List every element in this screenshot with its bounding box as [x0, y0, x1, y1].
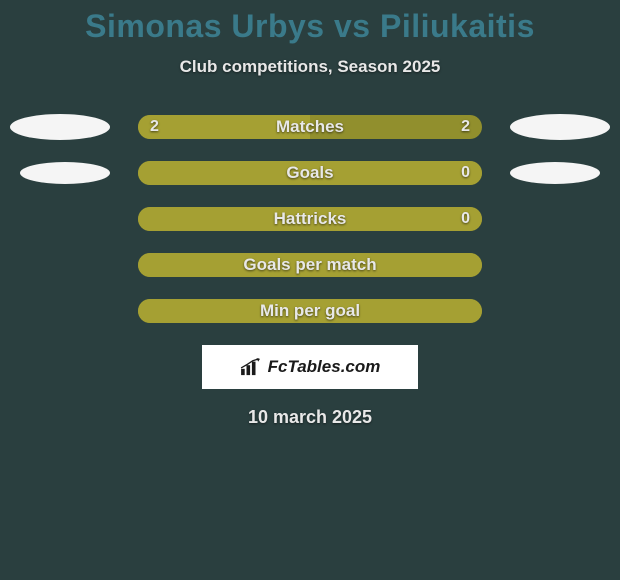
stat-value-right: 0 — [461, 210, 470, 228]
subtitle: Club competitions, Season 2025 — [0, 57, 620, 77]
player-avatar-right — [510, 114, 610, 140]
logo-box: FcTables.com — [202, 345, 418, 389]
player-avatar-right — [510, 162, 600, 184]
stat-value-left: 2 — [150, 118, 159, 136]
stat-value-right: 2 — [461, 118, 470, 136]
logo-text: FcTables.com — [268, 357, 381, 377]
stat-bar: Min per goal — [138, 299, 482, 323]
stat-bar: Goals 0 — [138, 161, 482, 185]
stat-label: Goals per match — [243, 255, 376, 275]
comparison-infographic: Simonas Urbys vs Piliukaitis Club compet… — [0, 0, 620, 428]
bar-chart-icon — [240, 358, 262, 376]
stat-row: 2 Matches 2 — [0, 115, 620, 139]
stat-bar: Hattricks 0 — [138, 207, 482, 231]
stat-label: Min per goal — [260, 301, 360, 321]
stat-value-right: 0 — [461, 164, 470, 182]
stat-bar: 2 Matches 2 — [138, 115, 482, 139]
date-label: 10 march 2025 — [0, 407, 620, 428]
stats-area: 2 Matches 2 Goals 0 Hattricks 0 Goals per match… — [0, 115, 620, 323]
stat-label: Goals — [286, 163, 333, 183]
page-title: Simonas Urbys vs Piliukaitis — [0, 8, 620, 45]
player-avatar-left — [20, 162, 110, 184]
stat-row: Hattricks 0 — [0, 207, 620, 231]
stat-row: Goals per match — [0, 253, 620, 277]
stat-row: Min per goal — [0, 299, 620, 323]
stat-bar: Goals per match — [138, 253, 482, 277]
stat-label: Matches — [276, 117, 344, 137]
player-avatar-left — [10, 114, 110, 140]
stat-row: Goals 0 — [0, 161, 620, 185]
stat-label: Hattricks — [274, 209, 347, 229]
